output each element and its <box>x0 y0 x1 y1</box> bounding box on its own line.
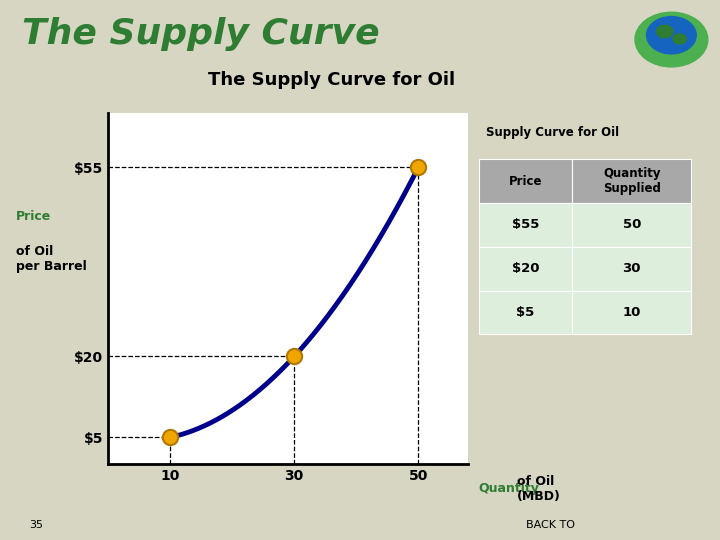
Text: $5: $5 <box>516 306 535 319</box>
FancyBboxPatch shape <box>479 203 572 247</box>
Circle shape <box>657 25 673 38</box>
Text: of Oil
per Barrel: of Oil per Barrel <box>16 245 86 273</box>
Text: Price: Price <box>509 175 542 188</box>
FancyBboxPatch shape <box>479 291 572 334</box>
FancyBboxPatch shape <box>479 159 572 203</box>
FancyBboxPatch shape <box>572 291 691 334</box>
Text: $55: $55 <box>512 219 539 232</box>
Text: 30: 30 <box>623 262 641 275</box>
Text: 35: 35 <box>29 520 42 530</box>
Circle shape <box>647 17 696 54</box>
FancyBboxPatch shape <box>479 247 572 291</box>
Text: Supply Curve for Oil: Supply Curve for Oil <box>486 126 619 139</box>
FancyBboxPatch shape <box>572 159 691 203</box>
Text: BACK TO: BACK TO <box>526 520 575 530</box>
Text: The Supply Curve: The Supply Curve <box>22 17 379 51</box>
Text: of Oil
(MBD): of Oil (MBD) <box>517 475 561 503</box>
Text: Quantity: Quantity <box>479 482 540 495</box>
Text: Quantity
Supplied: Quantity Supplied <box>603 167 661 195</box>
Text: 50: 50 <box>623 219 641 232</box>
Text: Price: Price <box>16 210 51 222</box>
Circle shape <box>635 12 708 67</box>
Text: $20: $20 <box>512 262 539 275</box>
Text: The Supply Curve for Oil: The Supply Curve for Oil <box>207 71 455 89</box>
Circle shape <box>673 34 686 44</box>
FancyBboxPatch shape <box>572 247 691 291</box>
FancyBboxPatch shape <box>572 203 691 247</box>
Text: 10: 10 <box>623 306 641 319</box>
